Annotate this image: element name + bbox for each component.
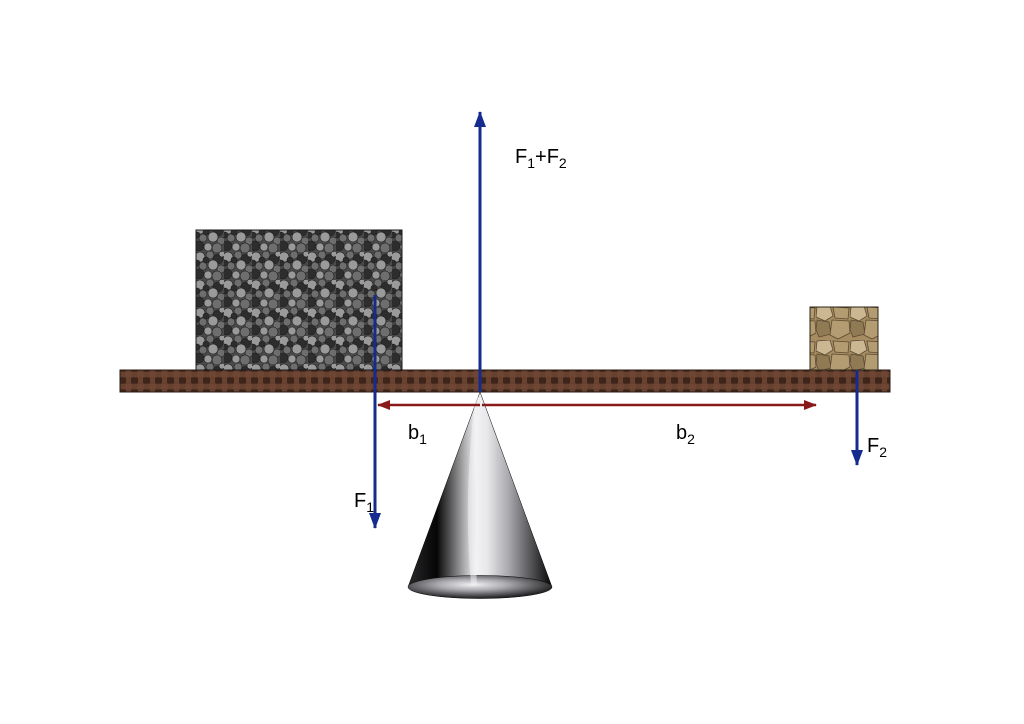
label-resultant: F1+F2	[515, 146, 567, 171]
label-b1: b1	[408, 422, 427, 447]
weight-left	[196, 230, 402, 370]
diagram-svg	[0, 0, 1024, 724]
label-f1: F1	[354, 490, 374, 515]
beam	[120, 370, 890, 392]
label-f2: F2	[867, 435, 887, 460]
label-b2: b2	[676, 422, 695, 447]
lever-diagram: F1+F2 F1 F2 b1 b2	[0, 0, 1024, 724]
weight-right	[810, 307, 878, 370]
fulcrum-cone	[408, 392, 552, 599]
